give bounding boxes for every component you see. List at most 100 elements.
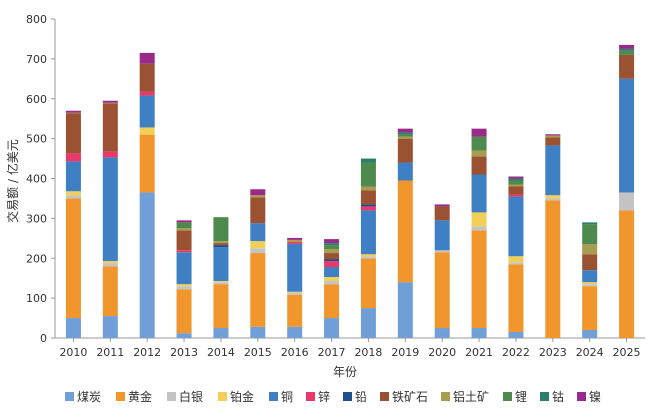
bar-segment	[360, 204, 376, 207]
legend-label: 白银	[179, 389, 203, 404]
bar-segment	[545, 200, 561, 338]
bar-segment	[471, 136, 487, 151]
bar-segment	[582, 270, 598, 283]
bar-segment	[324, 259, 340, 262]
bar-segment	[434, 250, 450, 253]
x-tick-label: 2024	[576, 346, 604, 359]
bar-segment	[102, 157, 118, 262]
bar-segment	[545, 135, 561, 138]
legend-label: 煤炭	[77, 390, 101, 404]
bar-segment	[545, 137, 561, 146]
bar-stack-2020	[434, 204, 450, 338]
bar-segment	[65, 318, 81, 338]
bar-stack-2021	[471, 128, 487, 338]
bar-segment	[65, 195, 81, 199]
bar-segment	[250, 248, 266, 254]
bar-segment	[471, 226, 487, 231]
bar-segment	[582, 222, 598, 225]
y-tick-label: 0	[40, 332, 47, 345]
x-tick-label: 2015	[244, 346, 272, 359]
bar-segment	[582, 254, 598, 271]
bar-segment	[360, 254, 376, 257]
bar-segment	[324, 253, 340, 260]
x-tick-label: 2022	[502, 346, 530, 359]
bar-segment	[360, 206, 376, 211]
bar-segment	[213, 280, 229, 283]
x-tick-label: 2025	[613, 346, 641, 359]
bar-segment	[139, 134, 155, 193]
legend-label: 铂金	[230, 389, 254, 404]
x-tick-label: 2019	[391, 346, 419, 359]
bar-segment	[397, 128, 413, 133]
bar-segment	[508, 194, 524, 197]
bar-segment	[508, 178, 524, 181]
legend-label: 锌	[318, 390, 330, 404]
y-tick-label: 500	[26, 133, 47, 146]
bar-segment	[287, 239, 303, 242]
bar-segment	[102, 151, 118, 158]
x-tick-label: 2010	[59, 346, 87, 359]
bar-segment	[619, 48, 635, 51]
bar-segment	[434, 252, 450, 329]
bar-segment	[65, 191, 81, 196]
bar-segment	[102, 316, 118, 338]
bar-stack-2023	[545, 134, 561, 338]
x-tick-label: 2014	[207, 346, 235, 359]
legend-swatch	[503, 392, 512, 401]
bar-segment	[397, 282, 413, 338]
bar-segment	[176, 284, 192, 287]
bar-segment	[176, 220, 192, 223]
bar-segment	[471, 230, 487, 329]
legend-item: 铂金	[218, 389, 254, 404]
bar-segment	[508, 196, 524, 257]
bar-stack-2010	[65, 110, 81, 338]
bar-segment	[250, 189, 266, 196]
legend: 煤炭 黄金 白银 铂金 铜 锌 铅 铁矿石 铝土矿 锂 钴 镍	[65, 389, 601, 404]
bar-stack-2019	[397, 128, 413, 338]
bar-segment	[397, 134, 413, 137]
legend-swatch	[441, 392, 450, 401]
bar-segment	[545, 134, 561, 136]
bars	[65, 44, 635, 338]
legend-item: 黄金	[116, 389, 152, 404]
bar-stack-2013	[176, 220, 192, 338]
legend-label: 铜	[281, 389, 293, 404]
legend-swatch	[167, 392, 176, 401]
legend-item: 铅	[343, 390, 367, 404]
bar-segment	[213, 217, 229, 242]
bar-segment	[250, 195, 266, 198]
bar-segment	[545, 195, 561, 199]
bar-segment	[213, 328, 229, 338]
bar-segment	[545, 198, 561, 201]
bar-segment	[213, 245, 229, 248]
legend-swatch	[380, 392, 389, 401]
bar-segment	[471, 128, 487, 137]
x-axis-title: 年份	[333, 365, 357, 379]
bar-segment	[619, 54, 635, 79]
x-tick-label: 2023	[539, 346, 567, 359]
bar-segment	[471, 174, 487, 213]
bar-segment	[397, 180, 413, 283]
x-tick-label: 2016	[281, 346, 309, 359]
bar-segment	[324, 249, 340, 254]
y-tick-label: 300	[26, 212, 47, 225]
bar-segment	[287, 291, 303, 293]
legend-item: 锌	[306, 390, 330, 404]
bar-segment	[139, 95, 155, 128]
bar-segment	[102, 102, 118, 104]
legend-item: 铁矿石	[380, 390, 428, 404]
legend-label: 镍	[589, 390, 601, 404]
bar-segment	[324, 284, 340, 319]
bar-segment	[139, 192, 155, 338]
bar-stack-2017	[324, 239, 340, 338]
y-tick-label: 700	[26, 53, 47, 66]
bar-segment	[434, 220, 450, 251]
x-tick-label: 2018	[354, 346, 382, 359]
bar-segment	[508, 180, 524, 185]
bar-segment	[65, 153, 81, 162]
y-tick-label: 400	[26, 173, 47, 186]
bar-segment	[287, 326, 303, 338]
bar-segment	[360, 256, 376, 259]
bar-segment	[471, 328, 487, 338]
